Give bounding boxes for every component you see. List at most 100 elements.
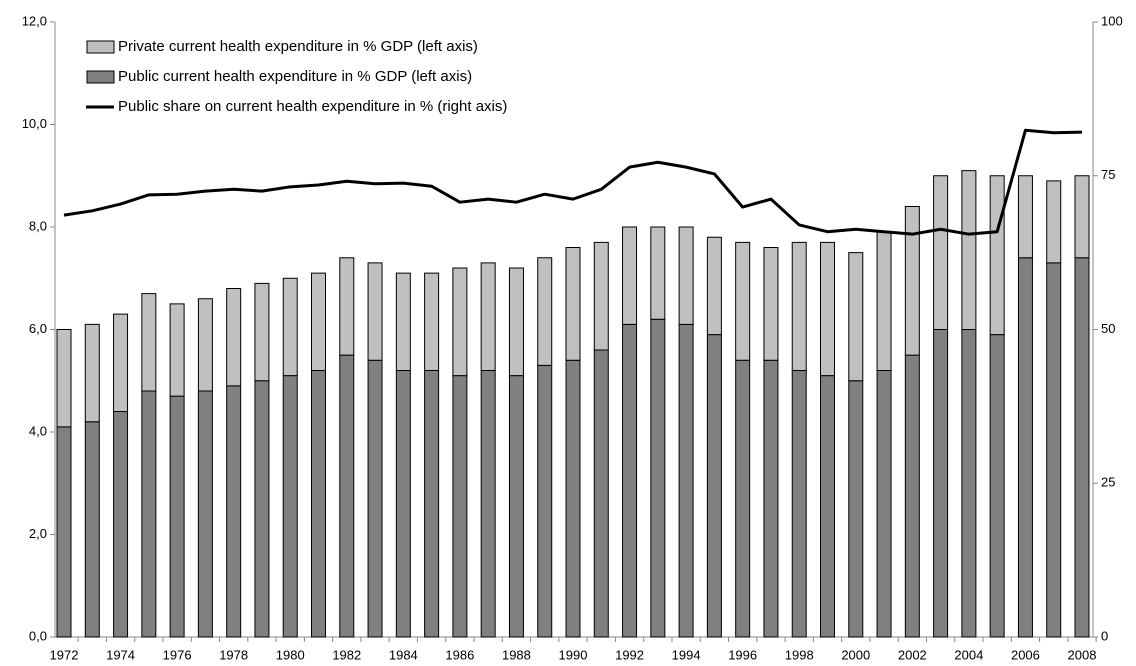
bar [989,334,1005,638]
y2-tick-label: 75 [1101,167,1115,182]
bar [735,241,751,361]
bar [1046,262,1062,638]
bar [848,380,864,638]
x-tick-label: 2008 [1068,647,1097,662]
bar [622,226,638,325]
bar [593,241,609,351]
x-tick-label: 1990 [559,647,588,662]
bar [311,370,326,638]
legend-label: Private current health expenditure in % … [118,38,478,55]
bar [933,175,949,330]
x-tick-label: 1982 [332,647,361,662]
bar [537,257,553,366]
legend-label: Public current health expenditure in % G… [118,68,472,85]
bar [113,313,129,412]
x-tick-label: 2000 [841,647,870,662]
bar [622,323,638,638]
bar [706,236,722,336]
bar [848,252,864,382]
bar [424,272,440,371]
x-tick-label: 1978 [219,647,248,662]
bar [226,385,242,638]
x-tick-label: 1988 [502,647,531,662]
y-tick-label: 12,0 [22,13,47,28]
x-tick-label: 1986 [445,647,474,662]
bar [961,170,977,330]
y2-tick-label: 100 [1101,13,1123,28]
y2-tick-label: 50 [1101,321,1115,336]
x-tick-label: 1984 [389,647,418,662]
bar [678,226,694,325]
bar [791,370,807,638]
bar [84,421,100,638]
y-tick-label: 10,0 [22,116,47,131]
bar [311,272,326,371]
bar [961,329,977,638]
bar [254,282,270,382]
bar [56,329,72,428]
x-tick-label: 2002 [898,647,927,662]
bar [113,411,129,638]
x-tick-label: 1976 [163,647,192,662]
bar [735,359,751,638]
bar [339,354,355,638]
x-tick-label: 1980 [276,647,305,662]
bar [876,231,892,371]
bar [1017,257,1033,638]
bar [565,247,581,361]
y-tick-label: 0,0 [29,628,47,643]
y2-tick-label: 0 [1101,628,1108,643]
bar [933,329,949,638]
bar [169,303,185,397]
bar [367,359,383,638]
x-tick-label: 2004 [954,647,983,662]
bar [565,359,581,638]
bar [904,206,920,356]
bar [197,390,213,638]
bar [56,426,72,638]
bar [395,370,411,638]
bar [820,375,835,638]
bar [1046,180,1062,264]
bar [650,318,666,638]
bar [706,334,722,638]
bar [480,370,496,638]
bar [282,277,298,377]
bar [876,370,892,638]
bar [141,293,157,392]
legend-swatch [86,40,115,54]
bar [452,375,468,638]
bar [452,267,468,377]
y-tick-label: 8,0 [29,218,47,233]
bar [1017,175,1033,259]
x-tick-label: 1992 [615,647,644,662]
y2-tick-label: 25 [1101,475,1115,490]
bar [820,241,835,377]
line [63,128,1083,236]
bar [1074,257,1090,638]
bar [1074,175,1090,259]
bar [424,370,440,638]
bar [904,354,920,638]
legend-swatch [86,70,115,84]
bar [197,298,213,392]
bar [282,375,298,638]
bar [254,380,270,638]
x-tick-label: 1994 [672,647,701,662]
bar [650,226,666,320]
bar [593,349,609,638]
y-tick-label: 6,0 [29,321,47,336]
x-tick-label: 2006 [1011,647,1040,662]
bar [989,175,1005,336]
bar [508,375,524,638]
bar [395,272,411,371]
bar [169,395,185,638]
bar [763,247,779,361]
bar [678,323,694,638]
bar [791,241,807,371]
bar [339,257,355,356]
x-tick-label: 1974 [106,647,135,662]
bar [84,323,100,423]
x-tick-label: 1996 [728,647,757,662]
